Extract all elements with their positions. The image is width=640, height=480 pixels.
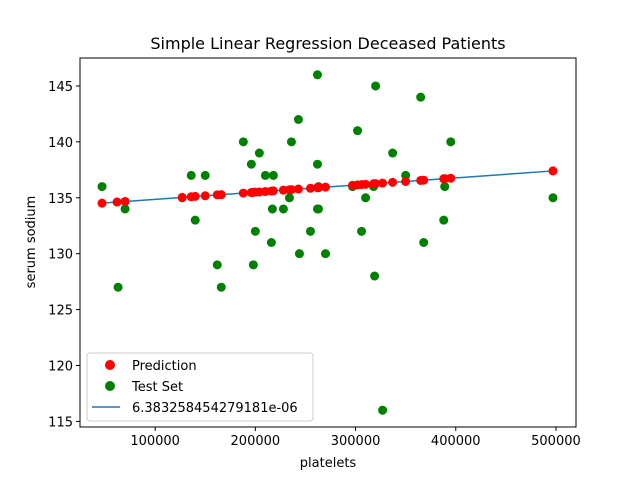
prediction-point [238, 188, 248, 198]
test-set-point [284, 193, 294, 203]
prediction-point [361, 179, 371, 189]
prediction-point [200, 191, 210, 201]
x-tick-label: 200000 [231, 434, 281, 449]
legend: Prediction Test Set 6.383258454279181e-0… [86, 352, 314, 422]
test-set-point [216, 282, 226, 292]
test-set-point [305, 226, 315, 236]
test-set-point [446, 137, 456, 147]
y-tick-label: 140 [48, 136, 73, 151]
legend-regression-label: 6.383258454279181e-06 [132, 401, 298, 416]
test-set-point [353, 126, 363, 136]
test-set-point [313, 204, 323, 214]
test-set-point [254, 148, 264, 158]
prediction-point [216, 190, 226, 200]
prediction-point [177, 192, 187, 202]
y-tick-label: 145 [48, 80, 73, 95]
y-tick-label: 125 [48, 304, 73, 319]
prediction-point [268, 186, 278, 196]
test-set-point [266, 238, 276, 247]
x-axis: 100000 200000 300000 400000 500000 [130, 427, 581, 449]
test-set-point [312, 159, 322, 169]
test-set-point [190, 215, 200, 225]
legend-test-set-marker [105, 381, 115, 391]
x-tick-label: 500000 [531, 434, 581, 449]
prediction-point [388, 177, 398, 187]
test-set-point [113, 282, 123, 292]
test-set-point [200, 170, 210, 180]
prediction-point [286, 185, 296, 195]
test-set-point [378, 405, 388, 415]
x-tick-label: 100000 [130, 434, 180, 449]
y-tick-label: 115 [48, 415, 73, 430]
prediction-series [97, 166, 558, 208]
test-set-point [250, 226, 260, 236]
test-set-point [370, 271, 380, 281]
test-set-point [97, 182, 107, 192]
test-set-point [248, 260, 258, 270]
legend-test-set-label: Test Set [131, 380, 183, 395]
prediction-point [293, 184, 303, 194]
chart-title: Simple Linear Regression Deceased Patien… [150, 34, 505, 53]
prediction-point [371, 179, 381, 189]
test-set-point [238, 137, 248, 147]
test-set-point [286, 137, 296, 147]
test-set-point [212, 260, 222, 270]
legend-box [86, 352, 314, 422]
test-set-point [548, 193, 558, 203]
y-tick-label: 130 [48, 248, 73, 263]
test-set-point [267, 204, 277, 214]
test-set-point [361, 193, 371, 203]
test-set-point [419, 238, 429, 247]
test-set-point [246, 159, 256, 169]
test-set-point [312, 70, 322, 80]
test-set-point [120, 204, 130, 214]
test-set-point [294, 249, 304, 259]
test-set-point [371, 81, 381, 91]
y-axis: 115 120 125 130 135 140 145 [48, 80, 80, 430]
x-tick-label: 300000 [331, 434, 381, 449]
prediction-point [190, 191, 200, 201]
prediction-point [313, 183, 323, 193]
legend-prediction-label: Prediction [132, 359, 197, 374]
prediction-point [305, 183, 315, 193]
x-tick-label: 400000 [431, 434, 481, 449]
axes-frame [79, 57, 577, 428]
prediction-point [120, 196, 130, 206]
x-axis-label: platelets [300, 456, 357, 471]
test-set-point [260, 170, 270, 180]
prediction-point [446, 173, 456, 183]
test-set-point [278, 204, 288, 214]
test-set-point [440, 182, 450, 192]
y-axis-label: serum sodium [24, 196, 39, 289]
y-tick-label: 120 [48, 360, 73, 375]
test-set-point [388, 148, 398, 158]
test-set-point [268, 170, 278, 180]
y-tick-label: 135 [48, 192, 73, 207]
test-set-point [357, 226, 367, 236]
prediction-point [401, 176, 411, 186]
test-set-point [293, 115, 303, 124]
test-set-point [439, 215, 449, 225]
test-set-point [416, 92, 426, 102]
prediction-point [320, 182, 330, 192]
prediction-point [378, 178, 388, 188]
test-set-point [320, 249, 330, 259]
prediction-point [548, 166, 558, 176]
prediction-point [419, 175, 429, 185]
test-set-point [186, 170, 196, 180]
legend-prediction-marker [105, 360, 115, 370]
prediction-point [97, 198, 107, 208]
prediction-point [112, 197, 122, 207]
